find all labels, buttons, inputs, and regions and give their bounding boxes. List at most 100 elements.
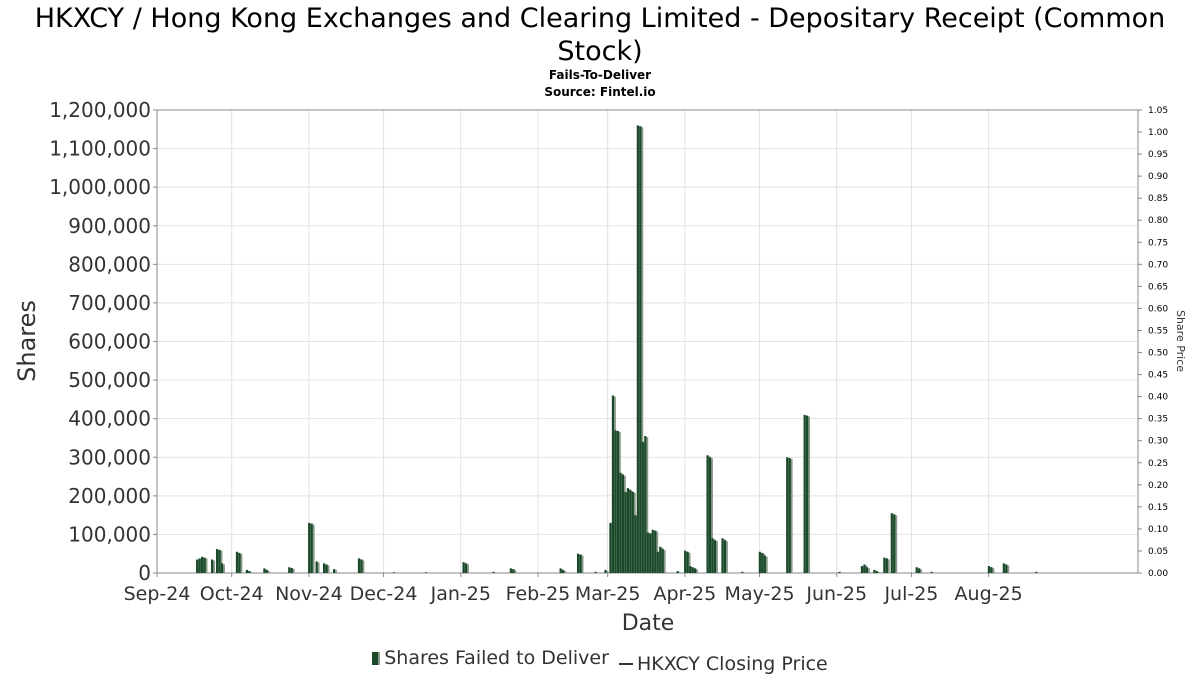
y2-tick-label: 0.30 [1148,437,1168,447]
bar [308,522,311,573]
bar-shadow [212,560,215,573]
bar [875,571,878,573]
x-tick-label: Jun-25 [805,583,867,605]
bar [624,491,627,573]
bar-shadow [808,416,811,573]
bar [619,472,622,573]
bar [218,549,221,573]
y2-tick-label: 0.00 [1148,569,1168,579]
bar [758,551,761,573]
bar [691,567,694,573]
bar [245,569,249,573]
bar [315,561,318,573]
bar [890,513,893,573]
bar [708,457,712,573]
y2-tick-label: 0.50 [1148,349,1168,359]
bar-shadow [725,541,728,573]
bar [290,567,293,573]
bar-shadow [312,524,315,573]
bar [611,395,615,573]
bar [220,563,224,573]
x-tick-label: Sep-24 [124,583,191,605]
bar [621,474,625,573]
bar-shadow [688,552,691,573]
y2-tick-label: 0.20 [1148,481,1168,491]
y-tick-label: 100,000 [68,522,151,546]
x-tick-label: Nov-24 [275,583,343,605]
bar-shadow [895,515,898,573]
y-tick-label: 600,000 [68,330,151,354]
bar [676,571,679,573]
bar [649,533,652,573]
y-tick-label: 900,000 [68,214,151,238]
bar-shadow [696,569,699,573]
bar-shadow [678,572,681,573]
y2-tick-label: 0.95 [1148,150,1168,160]
bar [930,571,933,573]
y2-tick-label: 0.65 [1148,282,1168,292]
bar-shadow [710,458,713,573]
bar [915,567,918,573]
y2-tick-label: 0.85 [1148,194,1168,204]
legend-item-shares: Shares Failed to Deliver [372,647,609,669]
bar [788,458,791,573]
y-axis-ticks: 0 100,000 200,000 300,000 400,000 500,000 600,… [49,98,157,585]
bar [761,552,764,573]
x-tick-label: Jan-25 [430,583,491,605]
bar [654,530,657,573]
bar [464,563,468,573]
bar [203,557,206,573]
y-tick-label: 400,000 [68,407,151,431]
bar [263,568,266,573]
bar [806,415,809,573]
bar [248,571,251,573]
y2-tick-label: 0.90 [1148,172,1168,182]
y2-tick-label: 0.35 [1148,415,1168,425]
bar [562,569,565,573]
bar [639,126,642,573]
y-tick-label: 700,000 [68,291,151,315]
y2-tick-label: 1.00 [1148,128,1168,138]
bar-shadow [887,559,890,573]
bar [694,568,697,573]
legend-item-price: HKXCY Closing Price [618,653,828,675]
bar-shadow [877,572,880,573]
bar [646,532,649,573]
bar [323,563,326,573]
y-tick-label: 800,000 [68,252,151,276]
x-tick-label: Feb-25 [506,583,571,605]
bar [873,569,876,573]
bar [357,558,361,573]
bar-shadow [646,437,649,573]
bar [651,529,654,573]
bar [425,572,428,573]
bar [706,455,709,573]
bar [559,568,562,573]
bar [1002,563,1005,573]
bar [576,553,580,573]
bar-shadow [514,570,517,573]
bar [803,414,806,573]
bar [763,555,766,573]
y2-tick-label: 0.75 [1148,238,1168,248]
chart-subtitle-1: Fails-To-Deliver [548,68,652,82]
chart-subtitle-2: Source: Fintel.io [544,85,656,99]
bar [863,564,866,573]
y-tick-label: 0 [138,561,151,585]
bar [893,514,896,573]
x-axis-label: Date [622,611,675,636]
bar-shadow [362,560,365,573]
bar [512,569,515,573]
bar [210,559,214,573]
bar-shadow [292,568,295,573]
bar [614,430,617,573]
y2-tick-label: 0.15 [1148,503,1168,513]
bar-shadow [867,568,870,573]
bar-shadow [581,555,584,573]
bar [392,572,395,573]
bar [684,550,687,573]
bar-shadow [205,558,208,573]
bar-shadow [240,553,243,573]
y2-tick-label: 0.70 [1148,260,1168,270]
